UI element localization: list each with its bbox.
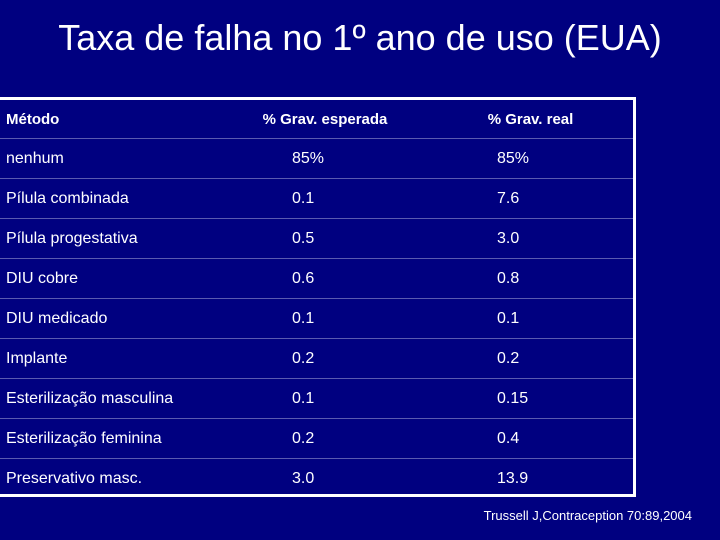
method-cell: Pílula progestativa <box>0 218 222 259</box>
header-actual-pregnancy: % Grav. real <box>422 97 633 139</box>
expected-cell: 0.1 <box>222 178 422 219</box>
table-row: DIU cobre 0.6 0.8 <box>0 258 633 299</box>
failure-rate-table-frame: Método % Grav. esperada % Grav. real nen… <box>0 97 636 499</box>
actual-cell: 3.0 <box>422 218 633 259</box>
method-cell: Pílula combinada <box>0 178 222 219</box>
expected-cell: 0.1 <box>222 298 422 339</box>
method-cell: nenhum <box>0 138 222 179</box>
actual-cell: 0.15 <box>422 378 633 419</box>
table-row: Esterilização masculina 0.1 0.15 <box>0 378 633 419</box>
expected-cell: 0.2 <box>222 338 422 379</box>
actual-cell: 13.9 <box>422 458 633 499</box>
failure-rate-table: Método % Grav. esperada % Grav. real nen… <box>0 97 633 499</box>
expected-cell: 0.5 <box>222 218 422 259</box>
method-cell: Preservativo masc. <box>0 458 222 499</box>
expected-cell: 85% <box>222 138 422 179</box>
table-row: DIU medicado 0.1 0.1 <box>0 298 633 339</box>
actual-cell: 0.4 <box>422 418 633 459</box>
method-cell: Esterilização feminina <box>0 418 222 459</box>
actual-cell: 7.6 <box>422 178 633 219</box>
method-cell: DIU cobre <box>0 258 222 299</box>
table-header-row: Método % Grav. esperada % Grav. real <box>0 97 633 139</box>
table-row: Esterilização feminina 0.2 0.4 <box>0 418 633 459</box>
method-cell: Esterilização masculina <box>0 378 222 419</box>
method-cell: Implante <box>0 338 222 379</box>
slide-title: Taxa de falha no 1º ano de uso (EUA) <box>58 17 662 58</box>
actual-cell: 0.8 <box>422 258 633 299</box>
table-row: Preservativo masc. 3.0 13.9 <box>0 458 633 499</box>
expected-cell: 0.6 <box>222 258 422 299</box>
table-row: Implante 0.2 0.2 <box>0 338 633 379</box>
expected-cell: 3.0 <box>222 458 422 499</box>
expected-cell: 0.1 <box>222 378 422 419</box>
table-row: Pílula combinada 0.1 7.6 <box>0 178 633 219</box>
actual-cell: 85% <box>422 138 633 179</box>
actual-cell: 0.2 <box>422 338 633 379</box>
table-row: Pílula progestativa 0.5 3.0 <box>0 218 633 259</box>
source-citation: Trussell J,Contraception 70:89,2004 <box>483 508 692 523</box>
table-row: nenhum 85% 85% <box>0 138 633 179</box>
method-cell: DIU medicado <box>0 298 222 339</box>
header-method: Método <box>0 97 222 139</box>
expected-cell: 0.2 <box>222 418 422 459</box>
header-expected-pregnancy: % Grav. esperada <box>222 97 422 139</box>
actual-cell: 0.1 <box>422 298 633 339</box>
